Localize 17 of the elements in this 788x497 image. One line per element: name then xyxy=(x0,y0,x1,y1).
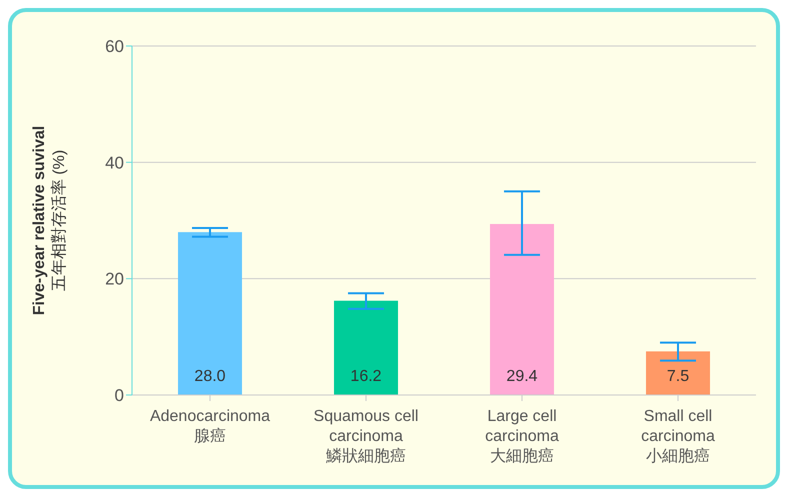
y-tick-label: 60 xyxy=(105,37,124,56)
data-label: 16.2 xyxy=(350,368,382,385)
bar xyxy=(490,224,554,395)
x-tick-label: Adenocarcinoma 腺癌 xyxy=(150,408,270,445)
x-tick-label: Squamous cell carcinoma 鱗狀細胞癌 xyxy=(314,408,418,465)
y-axis-title: Five-year relative suvival 五年相對存活率 (%) xyxy=(31,126,68,316)
y-tick-label: 0 xyxy=(114,386,124,406)
data-label: 28.0 xyxy=(194,368,226,385)
bar xyxy=(178,232,242,395)
bar xyxy=(334,300,398,395)
x-tick-label: Small cell carcinoma 小細胞癌 xyxy=(641,408,715,465)
x-tick-label: Large cell carcinoma 大細胞癌 xyxy=(485,408,559,465)
bar xyxy=(646,351,710,395)
data-label: 7.5 xyxy=(666,368,690,385)
y-tick-label: 20 xyxy=(105,270,124,289)
y-tick-label: 40 xyxy=(105,153,124,172)
data-label: 29.4 xyxy=(506,368,538,385)
